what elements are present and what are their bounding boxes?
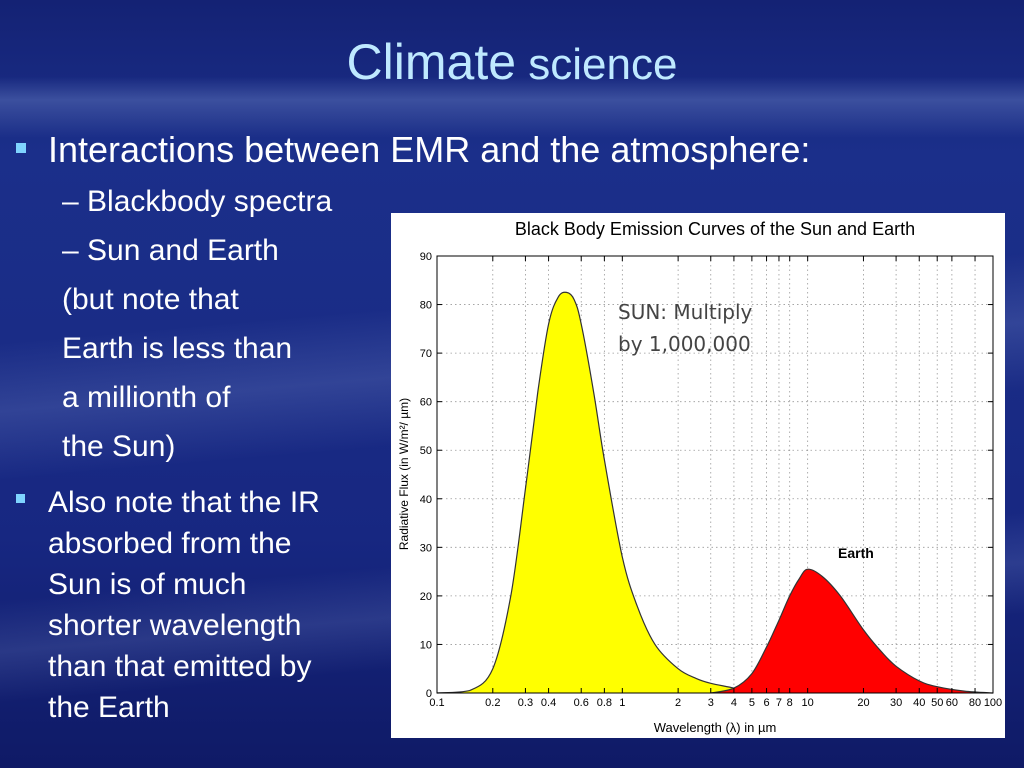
sun-curve-area (437, 292, 752, 693)
y-tick-label: 90 (420, 251, 432, 263)
x-tick-label: 40 (913, 697, 925, 709)
y-tick-label: 60 (420, 397, 432, 409)
x-tick-label: 50 (931, 697, 943, 709)
slide-title-main: Climate (346, 34, 517, 90)
note-line-3: a millionth of (62, 381, 231, 414)
earth-curve-area (710, 569, 993, 693)
sun-annotation-line1: SUN: Multiply (618, 300, 753, 324)
x-tick-label: 20 (857, 697, 869, 709)
x-tick-label: 8 (787, 697, 793, 709)
sub-bullet-blackbody: – Blackbody spectra (62, 185, 333, 218)
note-line-2: Earth is less than (62, 332, 293, 365)
y-tick-label: 20 (420, 591, 432, 603)
sun-curve-line (436, 291, 753, 694)
note-line-4: the Sun) (62, 430, 176, 463)
y-tick-label: 50 (420, 445, 432, 457)
y-tick-label: 70 (420, 348, 432, 360)
x-tick-label: 0.6 (574, 697, 589, 709)
y-tick-label: 30 (420, 542, 432, 554)
ir-note-line: shorter wavelength (48, 609, 302, 642)
x-tick-label: 0.2 (485, 697, 500, 709)
x-tick-label: 100 (984, 697, 1002, 709)
bullet-marker-icon (16, 143, 26, 153)
slide-title: Climate science (0, 32, 1024, 95)
note-line-1: (but note that (62, 283, 239, 316)
chart-svg: 0.1 0.2 0.3 0.4 0.6 0.8 1 2 3 4 5 6 7 8 10 20 30 40 50 60 80… (397, 219, 1002, 735)
earth-curve-line (710, 568, 994, 694)
ir-note-line: Sun is of much (48, 568, 247, 601)
sun-annotation-line2: by 1,000,000 (618, 332, 751, 356)
x-tick-label: 80 (969, 697, 981, 709)
x-tick-label: 2 (675, 697, 681, 709)
x-tick-label: 30 (890, 697, 902, 709)
x-axis-label: Wavelength (λ) in µm (654, 720, 777, 735)
sub-bullet-sun-earth: – Sun and Earth (62, 234, 279, 267)
x-tick-label: 0.4 (541, 697, 556, 709)
sun-annotation: SUN: Multiply by 1,000,000 (618, 300, 759, 356)
y-axis-label: Radiative Flux (in W/m²/ µm) (397, 398, 411, 550)
axis-layer: 0.1 0.2 0.3 0.4 0.6 0.8 1 2 3 4 5 6 7 8 10 20 30 40 50 60 80… (420, 251, 1002, 709)
ir-note-line: than that emitted by (48, 650, 312, 683)
bullet-interactions: Interactions between EMR and the atmosph… (48, 129, 811, 170)
ir-note-line: the Earth (48, 691, 170, 724)
x-tick-label: 7 (776, 697, 782, 709)
x-tick-label: 10 (802, 697, 814, 709)
slide-title-rest: science (516, 40, 678, 89)
ir-note-line: Also note that the IR (48, 486, 320, 519)
x-tick-label: 3 (708, 697, 714, 709)
area-layer (436, 291, 994, 694)
x-tick-label: 0.1 (429, 697, 444, 709)
x-tick-label: 5 (749, 697, 755, 709)
y-tick-label: 40 (420, 494, 432, 506)
x-tick-label: 0.8 (597, 697, 612, 709)
bullet-ir-note: Also note that the IR absorbed from the … (48, 482, 378, 728)
chart-title: Black Body Emission Curves of the Sun an… (515, 219, 915, 239)
x-tick-label: 60 (946, 697, 958, 709)
x-tick-label: 1 (619, 697, 625, 709)
x-tick-label: 6 (763, 697, 769, 709)
blackbody-chart: 0.1 0.2 0.3 0.4 0.6 0.8 1 2 3 4 5 6 7 8 10 20 30 40 50 60 80… (391, 213, 1005, 738)
plot-frame (436, 255, 994, 694)
y-tick-label: 10 (420, 639, 432, 651)
y-tick-label: 80 (420, 300, 432, 312)
y-tick-label: 0 (426, 688, 432, 700)
x-tick-label: 4 (731, 697, 737, 709)
ir-note-line: absorbed from the (48, 527, 292, 560)
bullet-marker-icon (16, 494, 25, 503)
x-tick-label: 0.3 (518, 697, 533, 709)
earth-annotation: Earth (838, 545, 874, 561)
